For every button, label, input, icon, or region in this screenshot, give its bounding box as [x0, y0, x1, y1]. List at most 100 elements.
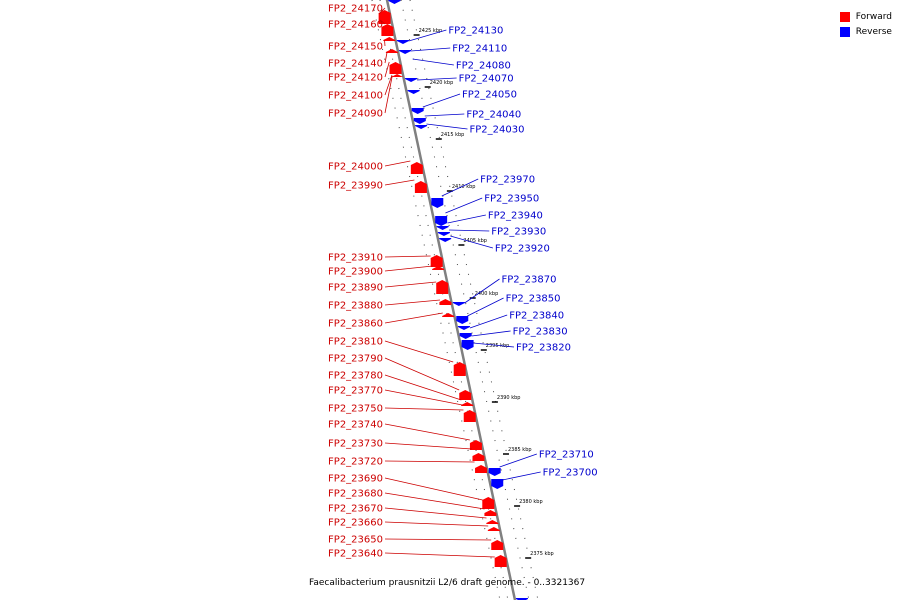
reverse-gene-label: FP2_23870: [502, 275, 557, 286]
reverse-gene-glyph: [431, 198, 444, 208]
reverse-leader-line: [424, 113, 465, 117]
reverse-leader-line: [499, 453, 537, 468]
forward-gene-label: FP2_23690: [328, 474, 383, 485]
reverse-gene-label: FP2_24050: [462, 90, 517, 101]
forward-leader-line: [384, 51, 388, 64]
reverse-gene-glyph: [411, 108, 424, 114]
forward-leader-line: [384, 281, 437, 288]
forward-leader-line: [384, 374, 462, 401]
forward-gene-label: FP2_23740: [328, 420, 383, 431]
forward-gene-glyph: [491, 540, 504, 550]
forward-leader-line: [384, 340, 454, 363]
forward-gene-label: FP2_23770: [328, 386, 383, 397]
reverse-leader-line: [422, 93, 461, 108]
forward-legend-label: Forward: [855, 11, 892, 22]
reverse-leader-line: [441, 178, 479, 197]
scale-tick-label: 2395 kbp: [486, 343, 510, 349]
genome-caption: Faecalibacterium prausnitzii L2/6 draft …: [309, 578, 586, 588]
reverse-gene-glyph: [452, 302, 465, 306]
scale-tick-label: 2415 kbp: [441, 132, 465, 138]
forward-gene-glyph: [442, 313, 455, 317]
forward-gene-glyph: [469, 440, 482, 450]
forward-gene-glyph: [487, 527, 500, 531]
forward-gene-label: FP2_24140: [328, 59, 383, 70]
forward-gene-label: FP2_24150: [328, 42, 383, 53]
reverse-gene-label: FP2_23820: [516, 343, 571, 354]
forward-leader-line: [384, 265, 433, 272]
forward-gene-glyph: [432, 266, 445, 270]
forward-gene-label: FP2_23680: [328, 489, 383, 500]
forward-gene-label: FP2_23720: [328, 457, 383, 468]
reverse-leader-line: [417, 77, 457, 81]
reverse-gene-label: FP2_24080: [456, 61, 511, 72]
reverse-gene-glyph: [488, 468, 501, 476]
forward-gene-label: FP2_24000: [328, 162, 383, 173]
reverse-gene-label: FP2_23920: [495, 244, 550, 255]
reverse-gene-glyph: [461, 340, 474, 350]
forward-gene-glyph: [494, 555, 507, 567]
forward-gene-label: FP2_23660: [328, 518, 383, 529]
reverse-gene-glyph: [491, 479, 504, 489]
genome-backbone: [385, 0, 517, 600]
reverse-gene-glyph: [457, 326, 470, 330]
forward-gene-label: FP2_23880: [328, 301, 383, 312]
forward-gene-glyph: [385, 49, 398, 53]
reverse-gene-glyph: [435, 216, 448, 226]
forward-leader-line: [384, 160, 411, 167]
reverse-gene-glyph: [415, 125, 428, 129]
reverse-gene-label: FP2_23950: [484, 194, 539, 205]
forward-leader-line: [384, 442, 472, 450]
forward-gene-glyph: [410, 162, 423, 174]
reverse-gene-label: FP2_23710: [539, 450, 594, 461]
reverse-leader-line: [464, 278, 500, 304]
forward-gene-glyph: [430, 255, 443, 267]
forward-gene-glyph: [414, 181, 427, 193]
forward-gene-label: FP2_24090: [328, 109, 383, 120]
forward-gene-label: FP2_23810: [328, 337, 383, 348]
reverse-gene-label: FP2_23850: [506, 294, 561, 305]
reverse-gene-label: FP2_23840: [509, 311, 564, 322]
forward-leader-line: [384, 74, 393, 96]
forward-gene-glyph: [453, 362, 466, 376]
forward-gene-label: FP2_23650: [328, 535, 383, 546]
forward-leader-line: [384, 389, 463, 406]
forward-leader-line: [384, 538, 492, 541]
reverse-leader-line: [412, 58, 454, 66]
scale-tick-label: 2400 kbp: [475, 291, 499, 297]
scale-tick-label: 2405 kbp: [463, 238, 487, 244]
forward-gene-label: FP2_24100: [328, 91, 383, 102]
reverse-gene-label: FP2_24040: [466, 110, 521, 121]
forward-gene-label: FP2_23640: [328, 549, 383, 560]
forward-gene-label: FP2_24120: [328, 73, 383, 84]
forward-leader-line: [384, 312, 443, 324]
reverse-gene-label: FP2_23970: [480, 175, 535, 186]
reverse-gene-glyph: [388, 0, 401, 4]
reverse-gene-label: FP2_23830: [513, 327, 568, 338]
reverse-leader-line: [447, 214, 486, 224]
forward-gene-label: FP2_24170: [328, 4, 383, 15]
forward-gene-glyph: [389, 62, 402, 74]
reverse-gene-glyph: [439, 238, 452, 242]
forward-gene-label: FP2_23910: [328, 253, 383, 264]
forward-gene-glyph: [459, 390, 472, 400]
reverse-leader-line: [449, 229, 490, 232]
reverse-gene-glyph: [413, 118, 426, 124]
legend-forward: Forward: [839, 9, 892, 24]
forward-leader-line: [384, 460, 475, 463]
reverse-gene-glyph: [459, 333, 472, 339]
forward-leader-line: [384, 423, 470, 441]
reverse-leader-line: [445, 197, 483, 214]
forward-gene-glyph: [472, 453, 485, 461]
forward-gene-label: FP2_23790: [328, 354, 383, 365]
reverse-gene-glyph: [405, 78, 418, 82]
forward-leader-line: [384, 179, 415, 186]
reverse-legend-label: Reverse: [855, 26, 892, 37]
scale-tick-label: 2425 kbp: [419, 28, 443, 34]
forward-gene-glyph: [378, 10, 391, 24]
forward-leader-line: [384, 407, 464, 411]
forward-leader-line: [384, 477, 483, 501]
reverse-leader-line: [426, 123, 468, 130]
forward-leader-line: [384, 61, 390, 78]
forward-leader-line: [384, 357, 460, 391]
reverse-gene-label: FP2_24070: [459, 74, 514, 85]
